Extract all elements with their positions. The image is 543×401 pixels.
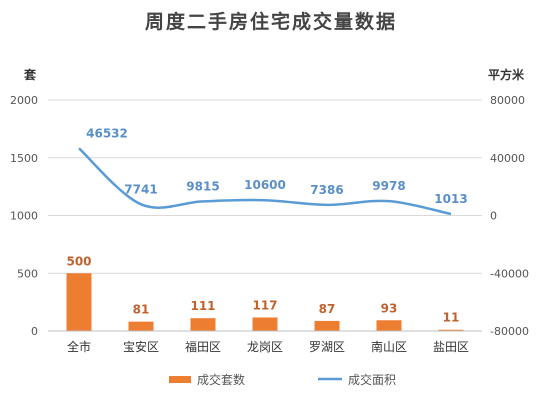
right-tick-label: 80000 [490,94,525,107]
left-tick-label: 500 [17,267,38,280]
bar [438,329,464,331]
bar [190,318,216,331]
data-labels: 500 81 111 117 87 93 11 46532 7741 9815 10600 7386 9… [66,126,467,324]
left-tick-label: 2000 [10,94,38,107]
bar-series [66,273,464,331]
left-axis-unit: 套 [23,67,37,82]
right-tick-label: 40000 [490,152,525,165]
left-tick-label: 1000 [10,210,38,223]
category-label: 南山区 [371,339,407,354]
line-series [78,147,452,216]
chart-title: 周度二手房住宅成交量数据 [145,10,397,33]
right-tick-label: -40000 [490,267,529,280]
bar-value-label: 117 [252,298,277,312]
line-value-label: 9978 [372,179,405,193]
bar [376,320,402,331]
bar-value-label: 93 [381,301,398,315]
category-label: 福田区 [185,339,221,354]
right-tick-label: 0 [490,210,497,223]
grid [48,99,482,274]
bar-value-label: 111 [190,299,215,313]
category-label: 罗湖区 [309,339,345,354]
category-label: 盐田区 [433,340,469,354]
category-label: 宝安区 [123,339,159,354]
bar [252,317,278,331]
bar-value-label: 500 [66,254,91,268]
line-value-label: 7386 [310,183,343,197]
bar [128,321,154,331]
line-value-label: 10600 [244,178,286,192]
bar-value-label: 81 [133,303,150,317]
right-axis-unit: 平方米 [488,67,525,82]
line-value-label: 7741 [124,182,157,196]
legend: 成交套数 成交面积 [169,372,396,387]
line-value-label: 46532 [86,126,128,140]
left-tick-label: 1500 [10,152,38,165]
category-label: 龙岗区 [247,340,283,354]
bar-value-label: 11 [443,311,460,325]
legend-bar-swatch [169,376,191,383]
axes: 0 500 1000 1500 2000 -80000 -40000 0 40000 80000 全… [10,94,529,354]
line-value-label: 9815 [186,179,219,193]
legend-line-label: 成交面积 [348,372,396,387]
category-label: 全市 [67,339,91,354]
bar [66,273,92,331]
bar [314,320,340,331]
bar-value-label: 87 [319,302,336,316]
area-line [78,147,452,216]
right-tick-label: -80000 [490,325,529,338]
left-tick-label: 0 [31,325,38,338]
line-value-label: 1013 [434,192,467,206]
legend-bar-label: 成交套数 [197,372,245,387]
